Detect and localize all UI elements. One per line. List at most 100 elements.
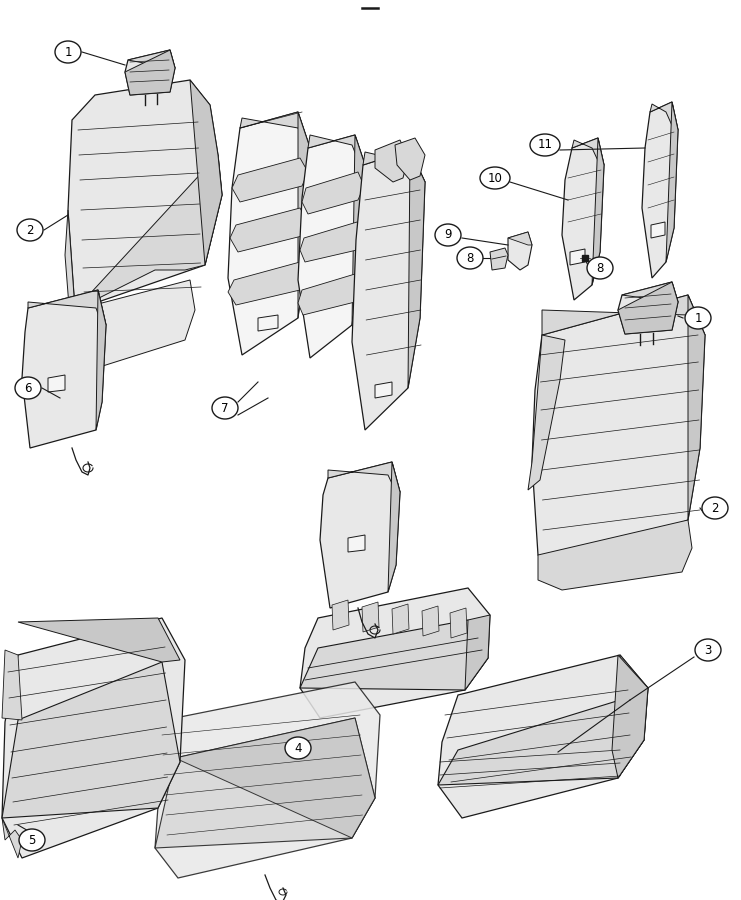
Text: 1: 1 bbox=[694, 311, 702, 325]
Polygon shape bbox=[618, 282, 678, 334]
Polygon shape bbox=[228, 262, 308, 305]
Polygon shape bbox=[125, 50, 175, 95]
Polygon shape bbox=[392, 604, 409, 634]
Polygon shape bbox=[651, 222, 665, 238]
Text: 4: 4 bbox=[294, 742, 302, 754]
Ellipse shape bbox=[55, 41, 81, 63]
Polygon shape bbox=[450, 608, 467, 638]
Text: 3: 3 bbox=[704, 644, 711, 656]
Ellipse shape bbox=[702, 497, 728, 519]
Polygon shape bbox=[96, 290, 106, 430]
Polygon shape bbox=[258, 315, 278, 331]
Text: 5: 5 bbox=[28, 833, 36, 847]
Ellipse shape bbox=[695, 639, 721, 661]
Polygon shape bbox=[438, 655, 648, 818]
Polygon shape bbox=[230, 208, 308, 252]
Text: 6: 6 bbox=[24, 382, 32, 394]
Polygon shape bbox=[232, 158, 308, 202]
Polygon shape bbox=[570, 249, 585, 265]
Polygon shape bbox=[48, 375, 65, 392]
Polygon shape bbox=[18, 618, 180, 662]
Text: 8: 8 bbox=[597, 262, 604, 274]
Polygon shape bbox=[362, 602, 379, 632]
Polygon shape bbox=[2, 650, 22, 720]
Polygon shape bbox=[190, 80, 222, 265]
Polygon shape bbox=[395, 138, 425, 180]
Polygon shape bbox=[352, 150, 425, 430]
Polygon shape bbox=[352, 135, 365, 325]
Polygon shape bbox=[300, 620, 488, 690]
Ellipse shape bbox=[480, 167, 510, 189]
Polygon shape bbox=[618, 655, 648, 778]
Polygon shape bbox=[528, 335, 565, 490]
Polygon shape bbox=[300, 588, 490, 718]
Text: 2: 2 bbox=[26, 223, 34, 237]
Polygon shape bbox=[465, 615, 490, 690]
Text: 7: 7 bbox=[222, 401, 229, 415]
Polygon shape bbox=[618, 282, 678, 334]
Polygon shape bbox=[125, 50, 175, 95]
Ellipse shape bbox=[685, 307, 711, 329]
Text: 1: 1 bbox=[64, 46, 72, 58]
Polygon shape bbox=[75, 155, 222, 310]
Polygon shape bbox=[75, 280, 195, 370]
Polygon shape bbox=[332, 600, 349, 630]
Polygon shape bbox=[22, 290, 106, 448]
Polygon shape bbox=[363, 150, 425, 182]
Polygon shape bbox=[490, 248, 508, 270]
Polygon shape bbox=[298, 135, 365, 358]
Polygon shape bbox=[422, 606, 439, 636]
Polygon shape bbox=[228, 112, 310, 355]
Polygon shape bbox=[375, 140, 408, 182]
Polygon shape bbox=[68, 80, 222, 310]
Polygon shape bbox=[320, 462, 400, 608]
Polygon shape bbox=[612, 655, 648, 778]
Ellipse shape bbox=[457, 247, 483, 269]
Ellipse shape bbox=[15, 377, 41, 399]
Ellipse shape bbox=[530, 134, 560, 156]
Polygon shape bbox=[328, 462, 400, 492]
Polygon shape bbox=[65, 210, 95, 365]
Polygon shape bbox=[542, 295, 705, 335]
Polygon shape bbox=[298, 274, 362, 315]
Polygon shape bbox=[175, 718, 375, 838]
Polygon shape bbox=[666, 102, 678, 262]
Polygon shape bbox=[128, 50, 175, 68]
Polygon shape bbox=[302, 172, 364, 214]
Polygon shape bbox=[688, 295, 705, 520]
Polygon shape bbox=[2, 618, 185, 858]
Polygon shape bbox=[592, 138, 604, 285]
Polygon shape bbox=[562, 138, 604, 300]
Polygon shape bbox=[622, 282, 678, 302]
Polygon shape bbox=[308, 135, 365, 165]
Ellipse shape bbox=[285, 737, 311, 759]
Polygon shape bbox=[388, 462, 400, 592]
Text: 9: 9 bbox=[445, 229, 452, 241]
Polygon shape bbox=[508, 232, 532, 270]
Polygon shape bbox=[650, 102, 678, 130]
Ellipse shape bbox=[587, 257, 613, 279]
Polygon shape bbox=[2, 662, 180, 818]
Polygon shape bbox=[155, 682, 380, 878]
Polygon shape bbox=[438, 700, 644, 785]
Polygon shape bbox=[572, 138, 604, 165]
Polygon shape bbox=[240, 112, 310, 148]
Polygon shape bbox=[155, 718, 375, 848]
Ellipse shape bbox=[212, 397, 238, 419]
Polygon shape bbox=[28, 290, 106, 325]
Polygon shape bbox=[298, 112, 310, 318]
Polygon shape bbox=[375, 382, 392, 398]
Ellipse shape bbox=[17, 219, 43, 241]
Polygon shape bbox=[408, 150, 425, 388]
Text: 8: 8 bbox=[466, 251, 473, 265]
Polygon shape bbox=[508, 232, 532, 245]
Text: 2: 2 bbox=[711, 501, 719, 515]
Polygon shape bbox=[348, 535, 365, 552]
Ellipse shape bbox=[435, 224, 461, 246]
Polygon shape bbox=[538, 520, 692, 590]
Polygon shape bbox=[532, 295, 705, 568]
Text: 10: 10 bbox=[488, 172, 502, 184]
Ellipse shape bbox=[19, 829, 45, 851]
Polygon shape bbox=[642, 102, 678, 278]
Polygon shape bbox=[300, 222, 363, 262]
